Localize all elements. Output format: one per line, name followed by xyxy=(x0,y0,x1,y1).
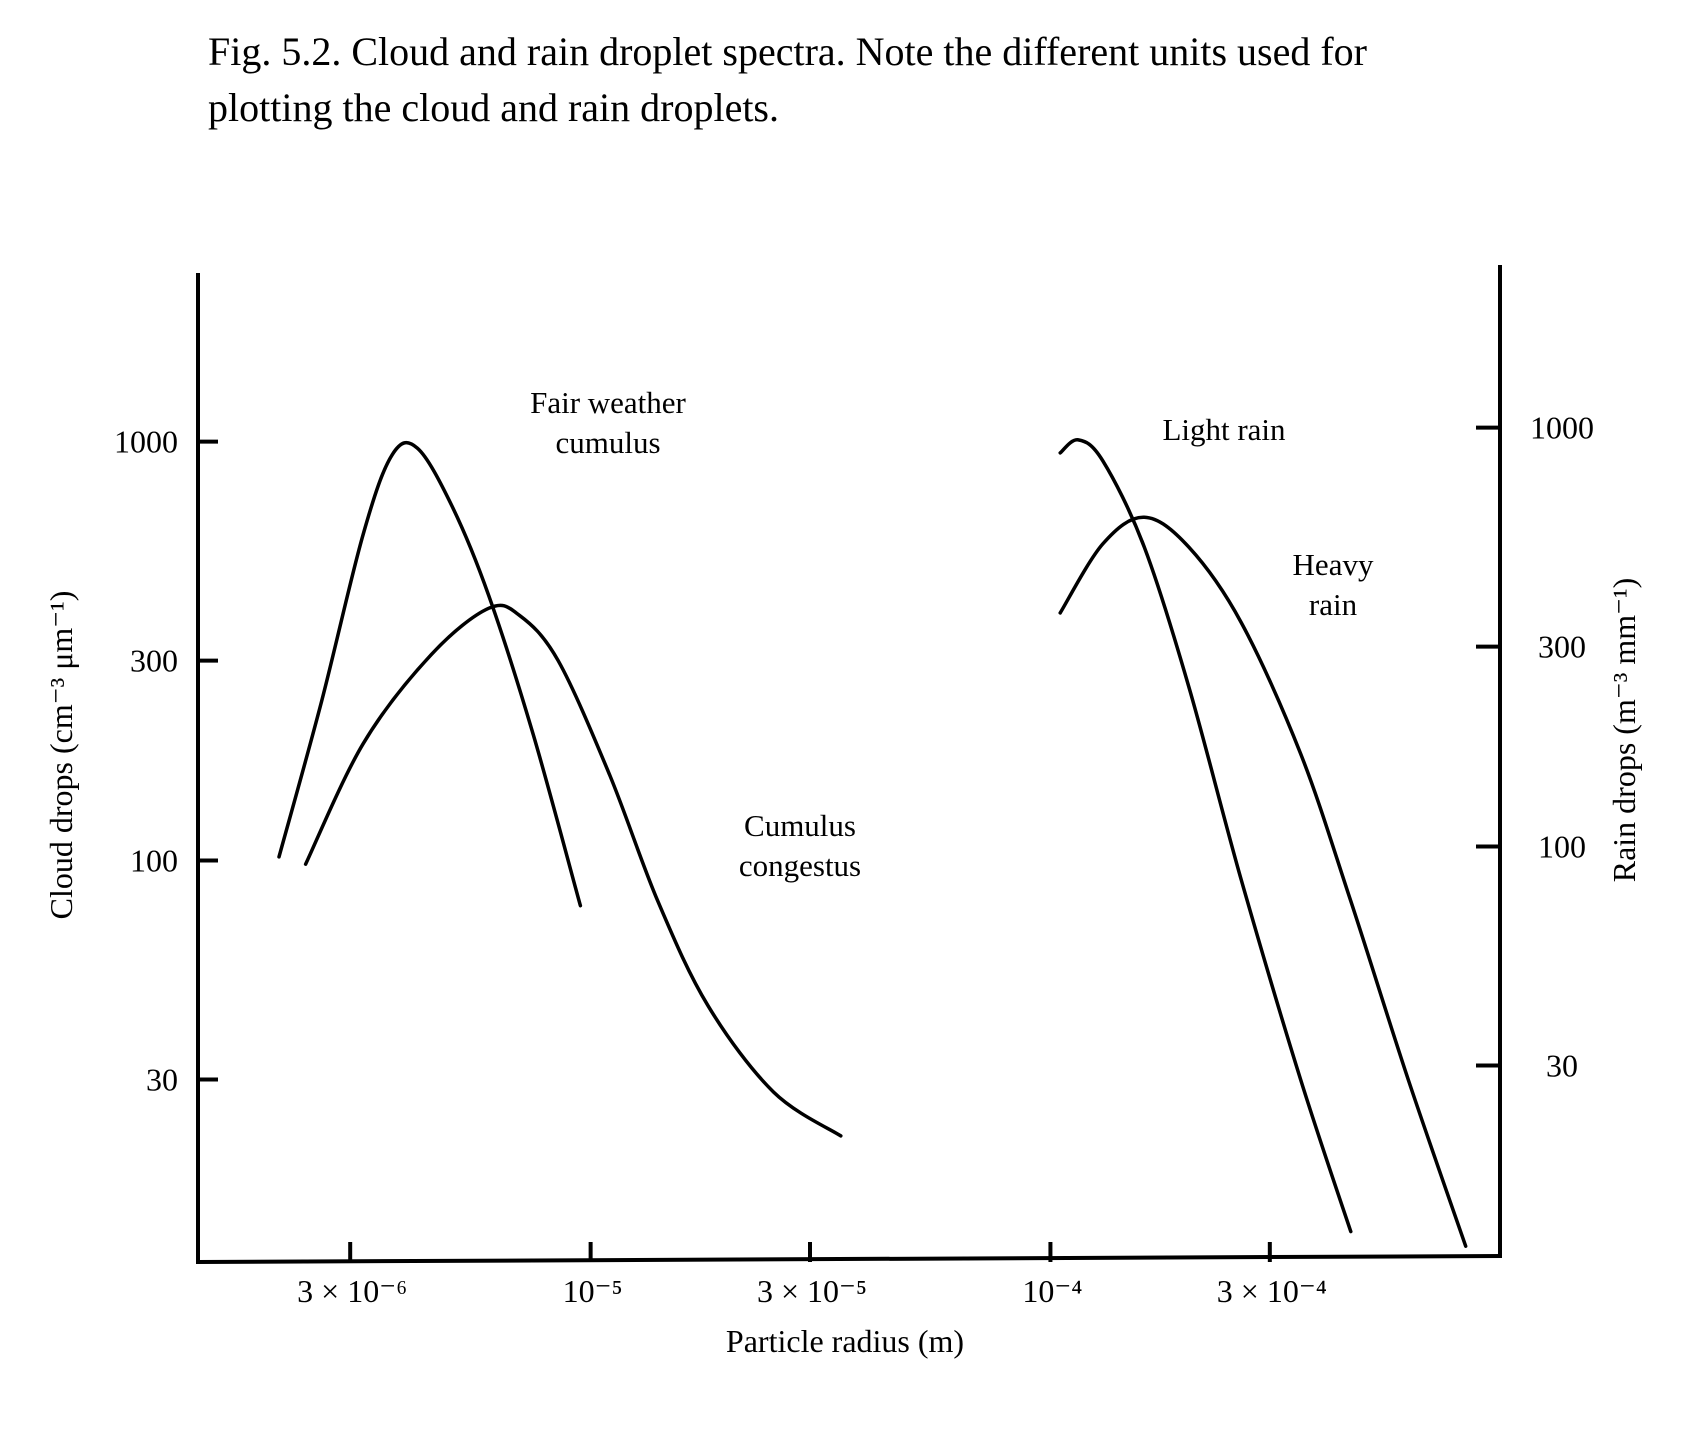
series-label-light-rain-0: Light rain xyxy=(1162,412,1286,447)
left-y-tick-label-2: 100 xyxy=(130,843,178,879)
series-label-cumulus-congestus-0: Cumulus xyxy=(744,808,856,843)
x-axis-title: Particle radius (m) xyxy=(726,1323,964,1359)
right-y-tick-label-2: 100 xyxy=(1538,829,1586,865)
series-label-heavy-rain-1: rain xyxy=(1309,587,1358,622)
series-label-cumulus-congestus-1: congestus xyxy=(739,848,861,883)
chart-labels: Particle radius (m) Cloud drops (cm⁻³ μm⁻… xyxy=(43,385,1642,1359)
left-y-tick-label-1: 300 xyxy=(130,643,178,679)
series-label-heavy-rain-0: Heavy xyxy=(1293,547,1374,582)
x-axis xyxy=(195,1253,1503,1265)
x-tick-label-2: 3 × 10⁻⁵ xyxy=(757,1273,867,1309)
left-y-axis-title: Cloud drops (cm⁻³ μm⁻¹) xyxy=(43,591,79,920)
series-label-fair-weather-cumulus-1: cumulus xyxy=(555,425,660,460)
chart-axes xyxy=(195,265,1503,1265)
caption-line-2: plotting the cloud and rain droplets. xyxy=(208,85,779,130)
right-y-tick-label-0: 1000 xyxy=(1530,410,1594,446)
right-y-tick-label-3: 30 xyxy=(1546,1048,1578,1084)
series-label-fair-weather-cumulus-0: Fair weather xyxy=(530,385,686,420)
figure-caption: Fig. 5.2. Cloud and rain droplet spectra… xyxy=(208,24,1608,136)
right-y-axis-title: Rain drops (m⁻³ mm⁻¹) xyxy=(1606,578,1642,883)
left-y-tick-label-3: 30 xyxy=(146,1062,178,1098)
series-line-heavy-rain xyxy=(1058,515,1468,1248)
chart-ticks: 3 × 10⁻⁶ 10⁻⁵ 3 × 10⁻⁵ 10⁻⁴ 3 × 10⁻⁴ 1000 300 1… xyxy=(114,410,1594,1309)
x-tick-label-0: 3 × 10⁻⁶ xyxy=(297,1273,407,1309)
series-line-cumulus-congestus xyxy=(303,603,843,1138)
x-tick-label-4: 3 × 10⁻⁴ xyxy=(1217,1273,1327,1309)
series-line-fair-weather-cumulus xyxy=(277,440,583,908)
x-tick-label-1: 10⁻⁵ xyxy=(563,1273,623,1309)
right-y-tick-label-1: 300 xyxy=(1538,629,1586,665)
x-tick-label-3: 10⁻⁴ xyxy=(1022,1273,1082,1309)
left-y-tick-label-0: 1000 xyxy=(114,424,178,460)
caption-line-1: Fig. 5.2. Cloud and rain droplet spectra… xyxy=(208,29,1368,74)
series-line-light-rain xyxy=(1058,438,1353,1234)
chart-curves xyxy=(277,438,1468,1248)
